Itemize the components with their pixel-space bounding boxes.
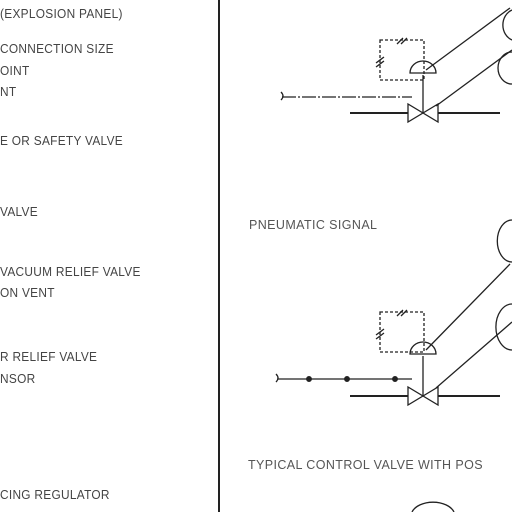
typical-control-valve-caption: TYPICAL CONTROL VALVE WITH POS (248, 458, 483, 472)
leader-line-2a (425, 263, 511, 351)
legend-reducing-regulator: CING REGULATOR (0, 488, 110, 502)
legend-relief-valve: R RELIEF VALVE (0, 350, 98, 364)
diaphragm-actuator-2 (409, 341, 437, 355)
legend-vent: NT (0, 85, 17, 99)
instrument-bubble-1a (502, 9, 512, 41)
positioner-box-1 (379, 39, 425, 81)
instrument-bubble-2a (496, 219, 512, 263)
leader-line-1a (425, 7, 511, 71)
signal-tail-2 (275, 373, 279, 383)
pneumatic-control-valve-diagram (280, 7, 512, 124)
legend-sensor: NSOR (0, 372, 36, 386)
pneumatic-signal-caption: PNEUMATIC SIGNAL (249, 218, 378, 232)
signal-node-a (306, 376, 312, 382)
instrument-bubble-1b (497, 51, 512, 85)
leader-line-2b (435, 321, 512, 389)
column-divider (218, 0, 220, 512)
signal-tail-1 (280, 91, 284, 101)
instrument-bubble-2b (495, 303, 512, 351)
positioner-mark-1 (396, 37, 404, 45)
legend-explosion-panel: (EXPLOSION PANEL) (0, 7, 123, 21)
legend-connection-size: CONNECTION SIZE (0, 42, 114, 56)
legend-valve: VALVE (0, 205, 38, 219)
diaphragm-actuator-1 (409, 60, 437, 74)
positioner-box-2 (379, 311, 425, 353)
legend-vacuum-relief-valve: VACUUM RELIEF VALVE (0, 265, 141, 279)
typical-control-valve-diagram (275, 219, 512, 407)
leader-line-1b (435, 49, 512, 107)
partial-bubble-bottom (411, 501, 455, 512)
signal-node-b (344, 376, 350, 382)
legend-joint: OINT (0, 64, 30, 78)
legend-safety-valve: E OR SAFETY VALVE (0, 134, 123, 148)
signal-node-c (392, 376, 398, 382)
legend-on-vent: ON VENT (0, 286, 55, 300)
